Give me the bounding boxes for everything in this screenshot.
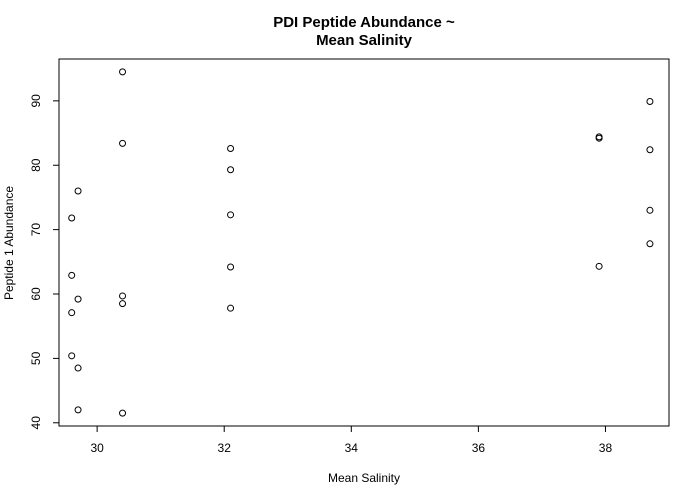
y-tick-label: 70 [29, 223, 43, 237]
x-tick-label: 36 [472, 441, 486, 455]
data-point [74, 187, 82, 195]
data-point [646, 97, 654, 105]
data-point [227, 263, 235, 271]
data-point [595, 133, 603, 141]
plot-area-border [58, 58, 670, 427]
data-point [646, 240, 654, 248]
data-point [68, 309, 76, 317]
data-point [68, 271, 76, 279]
data-point [227, 166, 235, 174]
data-point [227, 211, 235, 219]
data-point [119, 409, 127, 417]
data-point [74, 364, 82, 372]
data-point [119, 292, 127, 300]
y-tick-label: 80 [29, 158, 43, 172]
data-points [68, 68, 654, 417]
y-axis-label: Peptide 1 Abundance [2, 186, 16, 300]
data-point [595, 262, 603, 270]
data-point [68, 214, 76, 222]
y-tick-label: 90 [29, 94, 43, 108]
data-point [646, 206, 654, 214]
x-tick-label: 30 [90, 441, 104, 455]
data-point [646, 146, 654, 154]
data-point [74, 295, 82, 303]
data-point [119, 68, 127, 76]
data-point [119, 300, 127, 308]
y-tick-label: 40 [29, 416, 43, 430]
x-tick-label: 38 [599, 441, 613, 455]
data-point [68, 352, 76, 360]
y-tick-label: 60 [29, 287, 43, 301]
y-axis: 40 50 60 70 80 90 [29, 94, 60, 430]
chart-title-line1: PDI Peptide Abundance ~ [273, 14, 455, 31]
x-tick-label: 34 [345, 441, 359, 455]
x-axis-label: Mean Salinity [328, 471, 400, 485]
data-point [74, 406, 82, 414]
data-point [119, 139, 127, 147]
x-axis: 30 32 34 36 38 [90, 425, 613, 455]
data-point [227, 144, 235, 152]
chart-title-line2: Mean Salinity [316, 32, 413, 49]
y-tick-label: 50 [29, 351, 43, 365]
data-point [227, 304, 235, 312]
x-tick-label: 32 [218, 441, 232, 455]
